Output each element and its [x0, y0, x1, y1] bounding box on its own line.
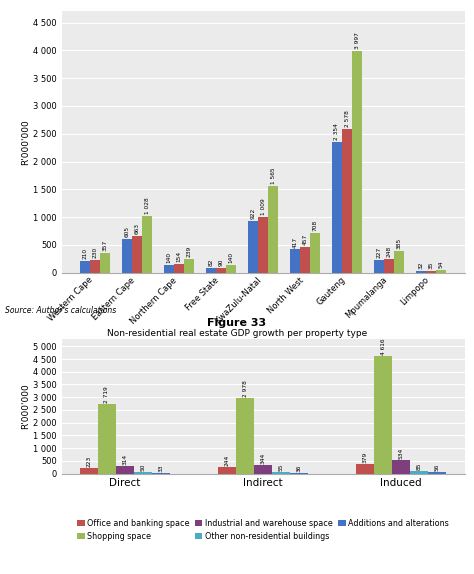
Text: 708: 708 [313, 220, 318, 231]
Bar [356, 464, 374, 474]
Text: 2 354: 2 354 [335, 123, 339, 140]
Bar [410, 471, 428, 474]
Bar [218, 467, 236, 474]
Bar [132, 236, 142, 273]
Bar [142, 215, 152, 273]
Text: Source: Author's calculations: Source: Author's calculations [5, 306, 116, 315]
Text: 154: 154 [176, 251, 182, 262]
Text: 90: 90 [219, 258, 224, 266]
Bar [290, 472, 308, 474]
Bar [272, 472, 290, 474]
Text: 140: 140 [166, 252, 172, 263]
Legend: Direct, Indirect, Induced: Direct, Indirect, Induced [174, 377, 352, 394]
Bar [268, 185, 278, 273]
Text: 56: 56 [435, 464, 440, 471]
Bar [374, 260, 384, 273]
Bar [152, 473, 170, 474]
Bar [254, 465, 272, 474]
Text: 50: 50 [140, 464, 146, 471]
Text: 227: 227 [376, 247, 382, 258]
Bar [352, 51, 362, 273]
Text: 605: 605 [125, 226, 129, 237]
Bar [80, 261, 90, 273]
Text: 314: 314 [122, 453, 128, 464]
Text: 32: 32 [419, 261, 423, 269]
Text: 230: 230 [92, 247, 98, 258]
Text: 35: 35 [428, 261, 434, 269]
Bar [310, 233, 320, 273]
Bar [216, 267, 226, 273]
Bar [384, 259, 394, 273]
Bar [174, 264, 184, 273]
Bar [300, 247, 310, 273]
Text: 244: 244 [225, 455, 229, 466]
Bar [258, 216, 268, 273]
Text: 223: 223 [86, 456, 91, 467]
Text: 2 719: 2 719 [104, 386, 109, 404]
Text: 3 997: 3 997 [355, 32, 360, 49]
Text: 54: 54 [438, 260, 444, 267]
Bar [80, 468, 98, 474]
Text: 85: 85 [417, 463, 422, 470]
Text: Non-residential real estate GDP growth per property type: Non-residential real estate GDP growth p… [107, 329, 367, 338]
Bar [436, 270, 446, 273]
Text: Figure 33: Figure 33 [208, 318, 266, 328]
Text: 2 578: 2 578 [345, 111, 350, 127]
Text: 1 028: 1 028 [145, 197, 150, 214]
Text: 2 978: 2 978 [243, 380, 247, 397]
Text: 417: 417 [292, 236, 298, 247]
Bar [226, 265, 236, 273]
Text: 357: 357 [103, 239, 108, 251]
Bar [290, 250, 300, 273]
Text: 33: 33 [158, 464, 163, 472]
Legend: Office and banking space, Shopping space, Industrial and warehouse space, Other : Office and banking space, Shopping space… [74, 515, 452, 544]
Text: 385: 385 [397, 238, 401, 249]
Text: 1 009: 1 009 [261, 198, 265, 215]
Bar [184, 259, 194, 273]
Text: 239: 239 [187, 246, 191, 257]
Text: 210: 210 [82, 248, 88, 259]
Bar [248, 222, 258, 273]
Text: 4 616: 4 616 [381, 339, 386, 355]
Bar [416, 271, 426, 273]
Text: 534: 534 [399, 448, 404, 459]
Bar [100, 253, 110, 273]
Bar [236, 398, 254, 474]
Text: 344: 344 [261, 452, 265, 464]
Bar [394, 251, 404, 273]
Text: 1 565: 1 565 [271, 167, 276, 184]
Bar [374, 356, 392, 474]
Bar [164, 265, 174, 273]
Y-axis label: R'000'000: R'000'000 [21, 383, 30, 429]
Bar [342, 129, 352, 273]
Bar [332, 142, 342, 273]
Bar [98, 404, 116, 474]
Bar [90, 260, 100, 273]
Text: 457: 457 [302, 234, 308, 245]
Text: 663: 663 [135, 223, 139, 234]
Text: 55: 55 [279, 464, 283, 471]
Bar [392, 460, 410, 474]
Y-axis label: R'000'000: R'000'000 [21, 119, 30, 165]
Text: 379: 379 [363, 452, 368, 463]
Bar [426, 271, 436, 273]
Bar [206, 268, 216, 273]
Bar [428, 472, 446, 474]
Bar [122, 239, 132, 273]
Text: 140: 140 [228, 252, 234, 263]
Text: 36: 36 [297, 464, 301, 472]
Text: 922: 922 [250, 208, 255, 219]
Bar [116, 466, 134, 474]
Text: 248: 248 [387, 246, 392, 257]
Bar [134, 472, 152, 474]
Text: 82: 82 [209, 259, 213, 266]
